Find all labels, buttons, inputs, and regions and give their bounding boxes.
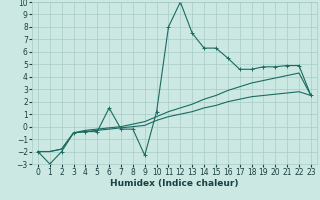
X-axis label: Humidex (Indice chaleur): Humidex (Indice chaleur) [110,179,239,188]
